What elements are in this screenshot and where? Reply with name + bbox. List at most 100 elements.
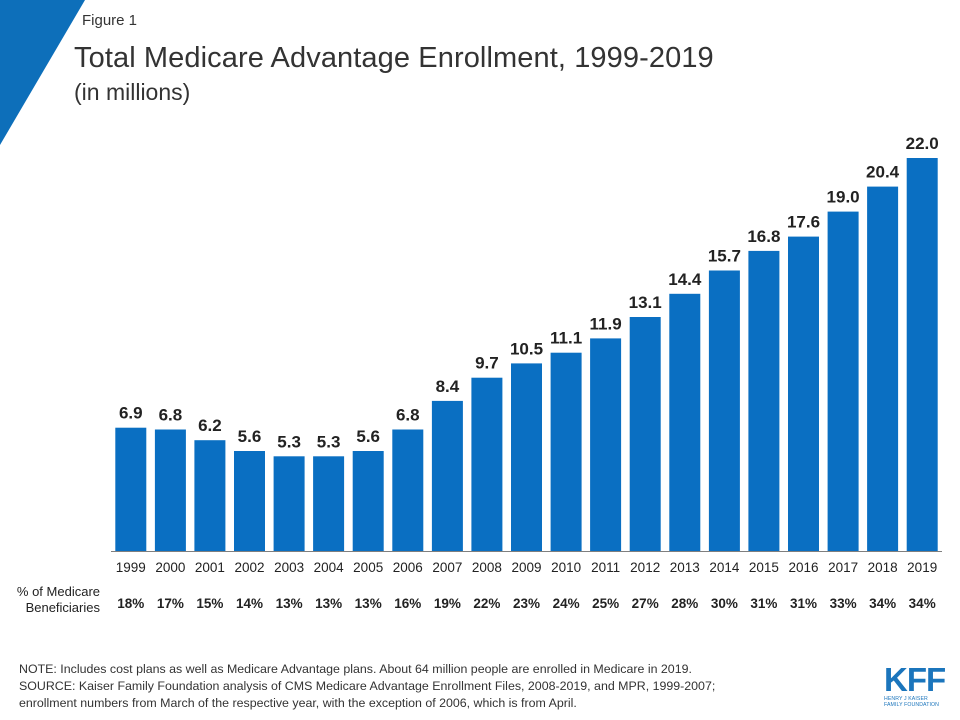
x-tick-label-2014: 2014 xyxy=(709,560,740,575)
pct-label-2017: 33% xyxy=(830,596,857,611)
x-tick-label-2008: 2008 xyxy=(472,560,502,575)
x-tick-label-2000: 2000 xyxy=(155,560,185,575)
bar-2009 xyxy=(511,363,542,551)
x-tick-label-2002: 2002 xyxy=(234,560,264,575)
value-label-2003: 5.3 xyxy=(277,432,301,451)
value-label-2019: 22.0 xyxy=(906,134,939,153)
x-tick-label-2004: 2004 xyxy=(314,560,345,575)
bar-2001 xyxy=(194,440,226,551)
bar-2005 xyxy=(352,451,384,551)
value-label-2013: 14.4 xyxy=(668,270,702,289)
pct-label-1999: 18% xyxy=(117,596,144,611)
kff-logo-subtext: HENRY J KAISER FAMILY FOUNDATION xyxy=(884,696,952,708)
value-label-2010: 11.1 xyxy=(550,329,582,348)
bar-2018 xyxy=(867,186,899,551)
kff-logo-mark: KFF xyxy=(884,661,946,698)
value-label-2011: 11.9 xyxy=(590,314,622,333)
enrollment-bar-chart: 6.9 1999 18% 6.8 2000 17% 6.2 2001 15% 5.6 2002 14%… xyxy=(111,134,942,611)
bar-2019 xyxy=(906,158,938,551)
x-tick-label-2010: 2010 xyxy=(551,560,581,575)
x-tick-label-2006: 2006 xyxy=(393,560,423,575)
x-tick-label-2017: 2017 xyxy=(828,560,858,575)
bar-2008 xyxy=(471,377,503,551)
value-label-2006: 6.8 xyxy=(396,406,420,425)
x-tick-label-1999: 1999 xyxy=(116,560,146,575)
bar-1999 xyxy=(115,427,147,551)
bar-2011 xyxy=(590,338,622,551)
x-tick-label-2016: 2016 xyxy=(788,560,818,575)
value-label-2014: 15.7 xyxy=(708,247,741,266)
x-tick-label-2005: 2005 xyxy=(353,560,383,575)
bar-2014 xyxy=(708,270,740,551)
chart-subtitle: (in millions) xyxy=(74,79,191,105)
pct-label-2014: 30% xyxy=(711,596,738,611)
kff-logo: KFF HENRY J KAISER FAMILY FOUNDATION xyxy=(884,661,952,714)
bar-2013 xyxy=(669,293,701,551)
bar-2004 xyxy=(313,456,345,551)
pct-label-2018: 34% xyxy=(869,596,896,611)
pct-label-2000: 17% xyxy=(157,596,184,611)
pct-label-2011: 25% xyxy=(592,596,619,611)
bar-2000 xyxy=(154,429,186,551)
value-label-2004: 5.3 xyxy=(317,432,341,451)
bar-2017 xyxy=(827,211,859,551)
beneficiaries-row-label: % of Medicare Beneficiaries xyxy=(14,584,100,616)
pct-label-2002: 14% xyxy=(236,596,263,611)
value-label-2000: 6.8 xyxy=(159,406,183,425)
pct-label-2010: 24% xyxy=(553,596,580,611)
x-tick-label-2001: 2001 xyxy=(195,560,225,575)
bar-2007 xyxy=(431,400,463,551)
x-tick-label-2013: 2013 xyxy=(670,560,700,575)
pct-label-2009: 23% xyxy=(513,596,540,611)
note-line: NOTE: Includes cost plans as well as Med… xyxy=(19,662,692,676)
x-tick-label-2018: 2018 xyxy=(868,560,898,575)
pct-label-2019: 34% xyxy=(909,596,936,611)
x-tick-label-2015: 2015 xyxy=(749,560,779,575)
value-label-2009: 10.5 xyxy=(510,339,543,358)
value-label-2002: 5.6 xyxy=(238,427,262,446)
chart-title: Total Medicare Advantage Enrollment, 199… xyxy=(74,42,714,74)
figure-label: Figure 1 xyxy=(82,12,138,29)
pct-label-2015: 31% xyxy=(750,596,777,611)
value-label-2012: 13.1 xyxy=(629,293,662,312)
value-label-2016: 17.6 xyxy=(787,213,820,232)
pct-label-2013: 28% xyxy=(671,596,698,611)
x-tick-label-2012: 2012 xyxy=(630,560,660,575)
bar-2012 xyxy=(629,317,661,551)
x-tick-label-2009: 2009 xyxy=(511,560,541,575)
value-label-1999: 6.9 xyxy=(119,404,143,423)
source-line-continued: enrollment numbers from March of the res… xyxy=(19,696,577,710)
pct-label-2003: 13% xyxy=(276,596,303,611)
x-tick-label-2003: 2003 xyxy=(274,560,304,575)
kff-logo-sub-line1: HENRY J KAISER xyxy=(884,696,928,702)
value-label-2017: 19.0 xyxy=(827,188,860,207)
pct-label-2005: 13% xyxy=(355,596,382,611)
bar-2002 xyxy=(234,451,265,551)
pct-label-2012: 27% xyxy=(632,596,659,611)
bar-2006 xyxy=(392,429,424,551)
bar-2010 xyxy=(550,352,582,551)
pct-label-2008: 22% xyxy=(473,596,500,611)
corner-accent-shape xyxy=(0,0,85,145)
value-label-2005: 5.6 xyxy=(356,427,380,446)
source-line: SOURCE: Kaiser Family Foundation analysi… xyxy=(19,679,716,693)
x-tick-label-2019: 2019 xyxy=(907,560,937,575)
pct-label-2006: 16% xyxy=(394,596,421,611)
bar-2015 xyxy=(748,250,780,551)
value-label-2008: 9.7 xyxy=(475,354,499,373)
pct-label-2001: 15% xyxy=(196,596,223,611)
value-label-2018: 20.4 xyxy=(866,163,900,182)
bar-2003 xyxy=(273,456,305,551)
x-tick-label-2011: 2011 xyxy=(591,560,620,575)
notes-block: NOTE: Includes cost plans as well as Med… xyxy=(19,661,715,712)
pct-label-2016: 31% xyxy=(790,596,817,611)
beneficiaries-label-line1: % of Medicare xyxy=(16,584,100,599)
bar-2016 xyxy=(788,236,819,551)
value-label-2007: 8.4 xyxy=(436,377,460,396)
x-tick-label-2007: 2007 xyxy=(432,560,462,575)
kff-logo-sub-line2: FAMILY FOUNDATION xyxy=(884,702,940,708)
pct-label-2007: 19% xyxy=(434,596,461,611)
pct-label-2004: 13% xyxy=(315,596,342,611)
beneficiaries-label-line2: Beneficiaries xyxy=(25,600,100,615)
value-label-2001: 6.2 xyxy=(198,416,222,435)
